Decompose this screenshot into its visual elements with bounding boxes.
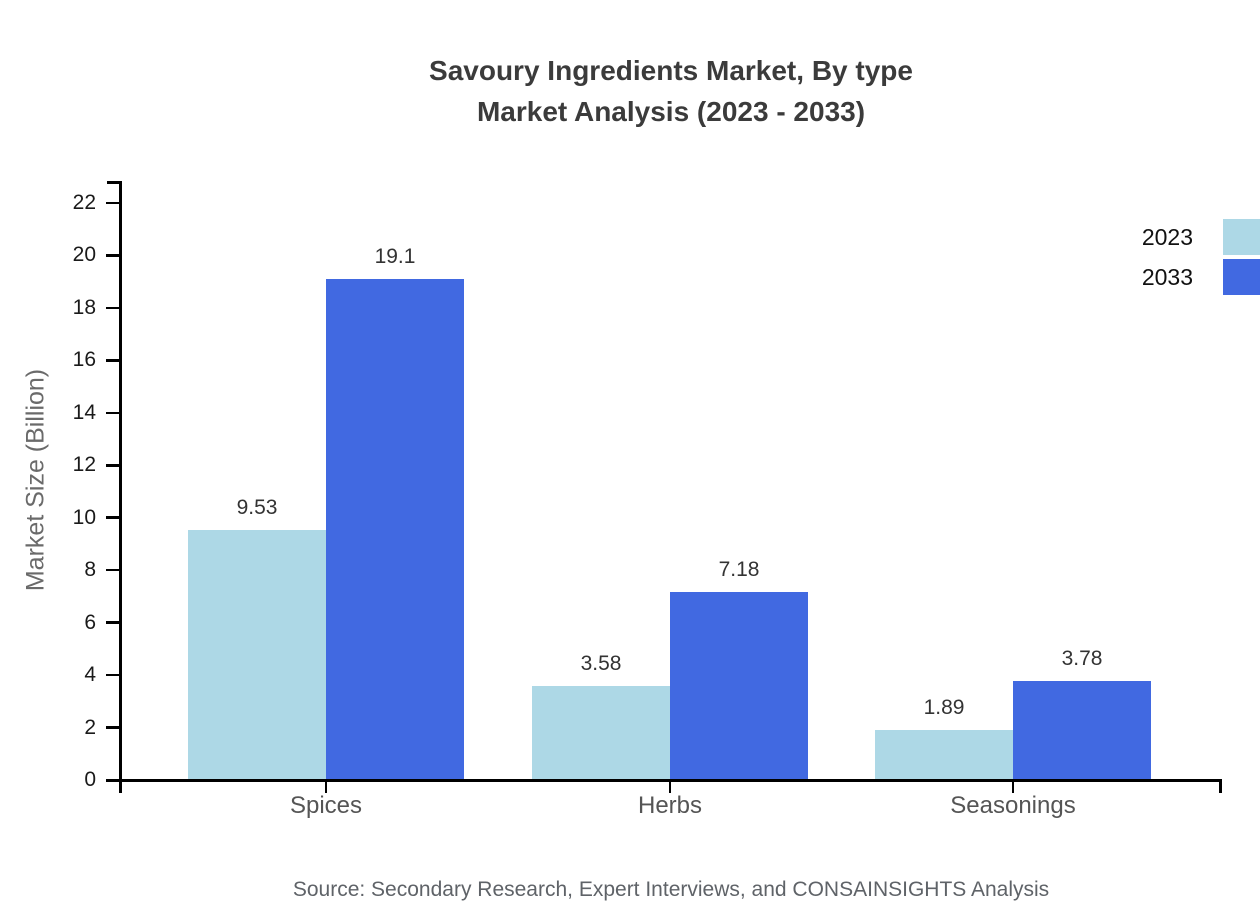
y-axis-end-cap [107,181,121,184]
source-note: Source: Secondary Research, Expert Inter… [292,878,1050,901]
y-tick-label: 8 [84,558,96,582]
y-tick-label: 20 [72,243,96,267]
x-category-label-herbs: Herbs [637,792,703,819]
y-tick-mark [106,306,120,310]
y-tick-mark [106,464,120,467]
y-tick-label: 16 [72,348,96,372]
y-tick-label: 0 [84,768,96,791]
bar-2033-seasonings [1013,681,1151,780]
y-tick-mark [106,254,120,257]
legend-item-2033: 2033 [1142,259,1260,295]
bar-2033-herbs [670,592,808,780]
y-tick-label: 14 [72,400,96,424]
y-tick-mark [106,516,120,519]
legend-label-2023: 2023 [1141,224,1193,250]
x-tick-mark [324,780,328,793]
y-tick-mark [106,359,120,362]
y-tick-label: 18 [72,295,96,319]
y-tick-mark [106,621,120,624]
y-tick-mark [106,411,120,415]
x-axis-line [106,779,1222,782]
bar-value-label: 1.89 [923,696,965,719]
bar-2023-seasonings [875,730,1013,780]
legend-swatch-2023 [1223,219,1260,255]
bar-value-label: 3.58 [580,652,622,675]
chart-title-line1: Savoury Ingredients Market, By type [429,55,913,86]
y-tick-mark [106,201,120,205]
x-axis-end-cap [1219,780,1222,793]
legend: 2023 2033 [1142,219,1260,295]
bar-value-label: 9.53 [236,496,278,519]
y-axis-line [118,181,122,793]
bar-value-label: 19.1 [374,245,416,268]
bar-value-label: 3.78 [1061,647,1103,670]
legend-item-2023: 2023 [1142,219,1260,255]
chart-title-line2: Market Analysis (2023 - 2033) [476,96,866,127]
y-tick-label: 6 [84,610,96,634]
legend-label-2033: 2033 [1141,264,1193,290]
y-tick-label: 10 [72,505,96,529]
y-tick-mark [106,673,120,677]
y-tick-label: 4 [84,663,96,687]
legend-swatch-2033 [1223,259,1260,295]
x-category-label-seasonings: Seasonings [950,792,1076,819]
y-tick-mark [106,568,120,572]
bar-2023-herbs [532,686,670,780]
x-category-label-spices: Spices [289,792,363,819]
x-tick-mark [668,780,672,793]
y-tick-label: 22 [72,191,96,214]
bar-2033-spices [326,279,464,780]
y-tick-mark [106,726,120,729]
bar-value-label: 7.18 [718,558,760,581]
chart-title: Savoury Ingredients Market, By type Mark… [120,50,1222,132]
y-tick-label: 2 [84,715,96,739]
bar-2023-spices [188,530,326,780]
y-tick-label: 12 [72,453,96,477]
x-tick-mark [1011,780,1015,793]
